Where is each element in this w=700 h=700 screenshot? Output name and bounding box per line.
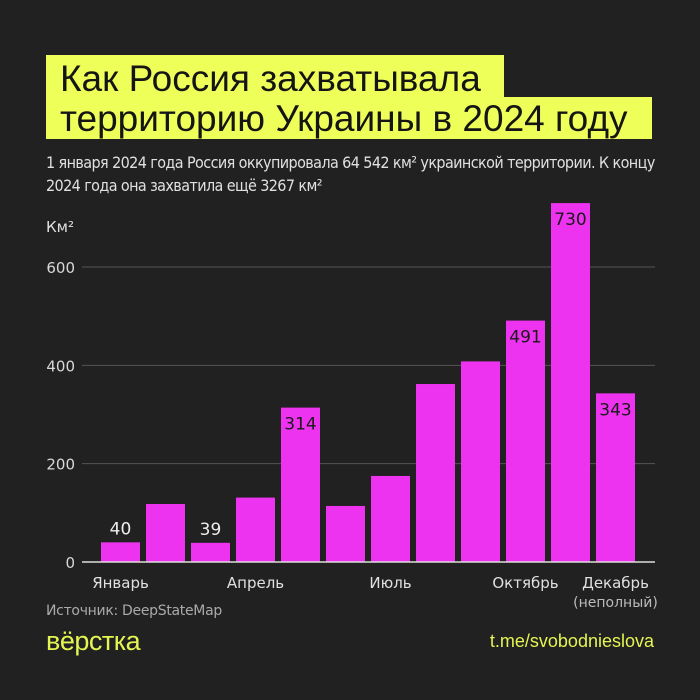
telegram-link[interactable]: t.me/svobodnieslova	[489, 631, 654, 651]
bar-Январь	[101, 542, 140, 562]
subtitle: 1 января 2024 года Россия оккупировала 6…	[46, 153, 655, 195]
x-tick-label: Октябрь	[492, 574, 558, 592]
data-label: 40	[110, 519, 132, 539]
logo: вёрстка	[46, 626, 141, 656]
x-tick-label: Апрель	[227, 574, 284, 592]
bar-Июль	[371, 475, 410, 562]
source-note: Источник: DeepStateMap	[46, 603, 222, 619]
y-axis-label: Км²	[46, 218, 74, 236]
bar-Март	[191, 542, 230, 562]
title-line-2: территорию Украины в 2024 году	[46, 97, 652, 139]
bar-Август	[416, 384, 455, 562]
bar-Ноябрь	[551, 203, 590, 563]
y-tick-label: 200	[46, 456, 75, 474]
x-tick-label: Декабрь	[582, 574, 649, 592]
bar-Октябрь	[506, 320, 545, 562]
y-tick-label: 600	[46, 259, 75, 277]
bar-Декабрь	[596, 393, 635, 562]
bar-Май	[281, 407, 320, 562]
y-tick-label: 0	[65, 554, 75, 572]
data-label: 314	[284, 415, 316, 435]
bar-Сентябрь	[461, 361, 500, 562]
y-tick-label: 400	[46, 357, 75, 375]
title-line-1: Как Россия захватывала	[46, 55, 504, 103]
x-tick-label: Январь	[92, 574, 149, 592]
bar-Апрель	[236, 497, 275, 562]
data-label: 730	[554, 210, 586, 230]
data-label: 491	[509, 328, 541, 348]
x-tick-label: Июль	[369, 574, 411, 592]
x-tick-note: (неполный)	[573, 595, 658, 611]
bar-Февраль	[146, 503, 185, 562]
bar-Июнь	[326, 505, 365, 562]
data-label: 343	[599, 400, 631, 420]
data-label: 39	[200, 520, 222, 540]
